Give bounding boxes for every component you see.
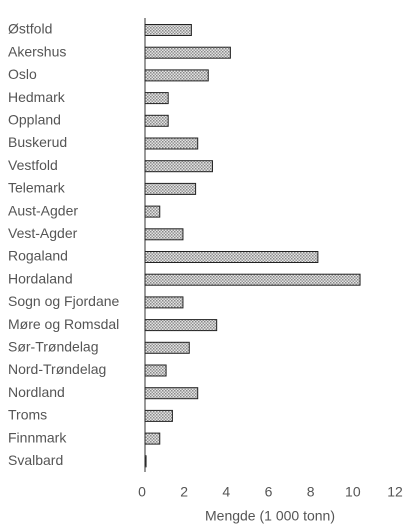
bar (144, 92, 169, 105)
y-tick-label: Buskerud (8, 134, 67, 150)
bar (144, 455, 147, 468)
y-tick-label: Finnmark (8, 429, 67, 445)
y-tick-label: Sør-Trøndelag (8, 339, 99, 355)
bar (144, 409, 173, 422)
x-tick-label: 10 (345, 484, 361, 500)
y-tick-label: Hedmark (8, 89, 66, 105)
bar (144, 160, 213, 173)
y-tick-label: Rogaland (8, 248, 68, 264)
bar (144, 137, 199, 150)
bar (144, 46, 231, 59)
bar (144, 114, 169, 127)
y-tick-label: Oppland (8, 112, 61, 128)
bar (144, 341, 190, 354)
bar (144, 364, 167, 377)
x-tick-label: 6 (265, 484, 273, 500)
x-tick-label: 2 (180, 484, 188, 500)
y-tick-label: Telemark (8, 180, 66, 196)
y-tick-label: Troms (8, 407, 47, 423)
bar (144, 432, 161, 445)
x-tick-label: 8 (307, 484, 315, 500)
y-tick-label: Aust-Agder (8, 202, 78, 218)
y-tick-label: Oslo (8, 66, 37, 82)
y-tick-label: Svalbard (8, 452, 63, 468)
y-tick-label: Hordaland (8, 270, 73, 286)
bar (144, 319, 218, 332)
y-tick-label: Østfold (8, 21, 52, 37)
bar (144, 24, 192, 36)
bar (144, 182, 197, 195)
y-tick-label: Nordland (8, 384, 65, 400)
y-tick-label: Vest-Agder (8, 225, 78, 241)
y-tick-label: Nord-Trøndelag (8, 361, 106, 377)
bar (144, 296, 184, 309)
bar (144, 228, 184, 241)
bar (144, 205, 161, 218)
bar (144, 251, 319, 263)
y-tick-label: Møre og Romsdal (8, 316, 119, 332)
bar (144, 387, 199, 400)
y-tick-label: Sogn og Fjordane (8, 293, 120, 309)
x-tick-label: 12 (387, 484, 403, 500)
y-tick-label: Vestfold (8, 157, 58, 173)
y-tick-label: Akershus (8, 43, 66, 59)
bar (144, 69, 209, 82)
x-axis-label: Mengde (1 000 tonn) (205, 508, 335, 524)
x-tick-label: 4 (222, 484, 230, 500)
x-tick-label: 0 (138, 484, 146, 500)
bar (144, 273, 361, 286)
